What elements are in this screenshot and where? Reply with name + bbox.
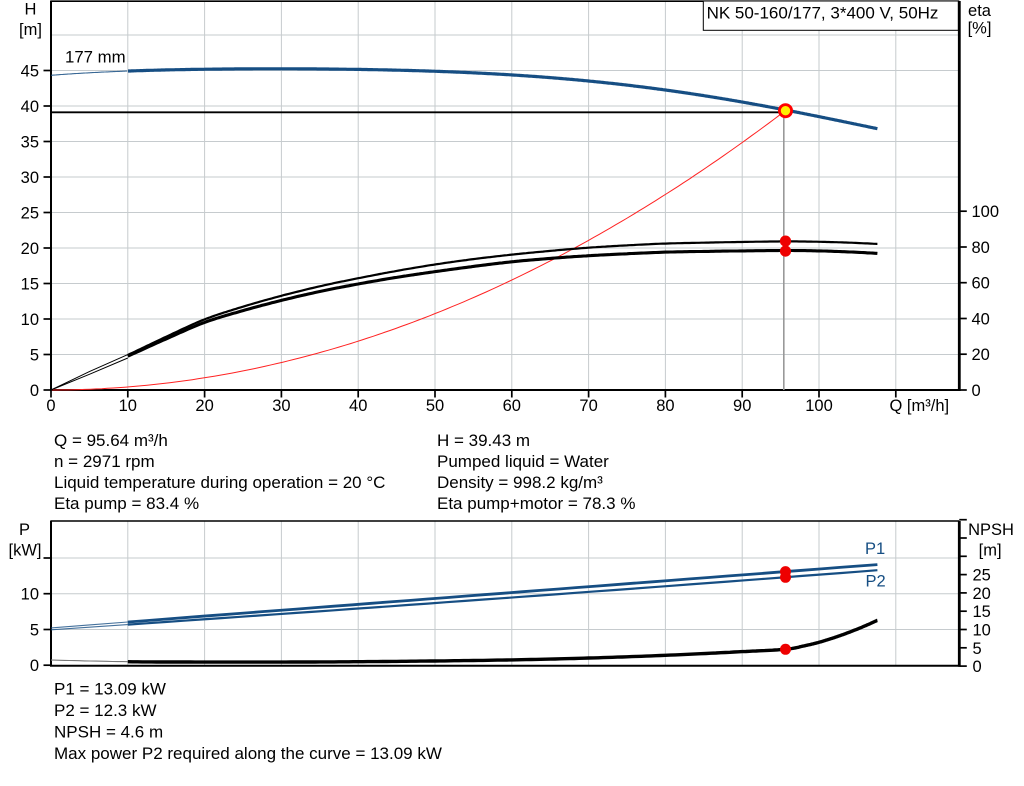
svg-text:45: 45	[21, 63, 39, 81]
svg-text:40: 40	[972, 310, 990, 328]
svg-text:Density = 998.2 kg/m³: Density = 998.2 kg/m³	[437, 473, 603, 492]
svg-text:Q = 95.64 m³/h: Q = 95.64 m³/h	[54, 431, 168, 450]
svg-text:20: 20	[21, 240, 39, 258]
svg-text:NK 50-160/177, 3*400 V, 50Hz: NK 50-160/177, 3*400 V, 50Hz	[707, 3, 939, 22]
svg-text:Eta pump+motor = 78.3 %: Eta pump+motor = 78.3 %	[437, 494, 635, 513]
svg-text:0: 0	[973, 658, 982, 676]
svg-text:P1: P1	[865, 540, 885, 558]
svg-text:NPSH = 4.6 m: NPSH = 4.6 m	[54, 723, 163, 742]
svg-text:[%]: [%]	[968, 20, 992, 38]
svg-text:80: 80	[656, 397, 674, 415]
svg-text:0: 0	[972, 382, 981, 400]
svg-text:35: 35	[21, 134, 39, 152]
svg-text:H: H	[25, 1, 37, 19]
svg-text:177 mm: 177 mm	[65, 47, 126, 66]
svg-text:5: 5	[30, 621, 39, 639]
svg-text:eta: eta	[968, 2, 992, 20]
svg-text:0: 0	[30, 657, 39, 675]
svg-text:20: 20	[195, 397, 213, 415]
svg-text:n = 2971 rpm: n = 2971 rpm	[54, 452, 155, 471]
svg-text:H = 39.43 m: H = 39.43 m	[437, 431, 530, 450]
svg-text:30: 30	[272, 397, 290, 415]
svg-text:P2: P2	[866, 573, 886, 591]
svg-text:100: 100	[805, 397, 833, 415]
svg-text:90: 90	[733, 397, 751, 415]
svg-text:Q [m³/h]: Q [m³/h]	[890, 397, 950, 415]
svg-text:0: 0	[46, 397, 55, 415]
svg-text:25: 25	[973, 567, 991, 585]
svg-text:60: 60	[503, 397, 521, 415]
svg-text:10: 10	[119, 397, 137, 415]
svg-text:10: 10	[21, 586, 39, 604]
svg-text:[m]: [m]	[979, 542, 1002, 560]
svg-text:40: 40	[21, 98, 39, 116]
svg-text:NPSH: NPSH	[968, 521, 1014, 539]
svg-text:20: 20	[972, 346, 990, 364]
svg-text:Liquid temperature during oper: Liquid temperature during operation = 20…	[54, 473, 385, 492]
svg-text:5: 5	[30, 347, 39, 365]
svg-text:P1 = 13.09 kW: P1 = 13.09 kW	[54, 680, 166, 699]
svg-text:30: 30	[21, 169, 39, 187]
svg-text:Max power P2 required along th: Max power P2 required along the curve = …	[54, 744, 442, 763]
svg-text:40: 40	[349, 397, 367, 415]
svg-text:P2 = 12.3 kW: P2 = 12.3 kW	[54, 701, 157, 720]
svg-text:Pumped liquid = Water: Pumped liquid = Water	[437, 452, 609, 471]
svg-text:15: 15	[21, 276, 39, 294]
svg-text:80: 80	[972, 239, 990, 257]
svg-text:[kW]: [kW]	[9, 542, 42, 560]
svg-text:[m]: [m]	[19, 21, 42, 39]
svg-text:Eta pump = 83.4 %: Eta pump = 83.4 %	[54, 494, 199, 513]
svg-text:15: 15	[973, 603, 991, 621]
svg-text:50: 50	[426, 397, 444, 415]
svg-text:20: 20	[973, 585, 991, 603]
svg-text:0: 0	[30, 382, 39, 400]
svg-text:100: 100	[972, 203, 1000, 221]
svg-text:5: 5	[973, 640, 982, 658]
svg-text:25: 25	[21, 205, 39, 223]
svg-text:P: P	[19, 521, 30, 539]
svg-text:70: 70	[579, 397, 597, 415]
svg-text:60: 60	[972, 275, 990, 293]
svg-text:10: 10	[21, 311, 39, 329]
svg-text:10: 10	[973, 622, 991, 640]
